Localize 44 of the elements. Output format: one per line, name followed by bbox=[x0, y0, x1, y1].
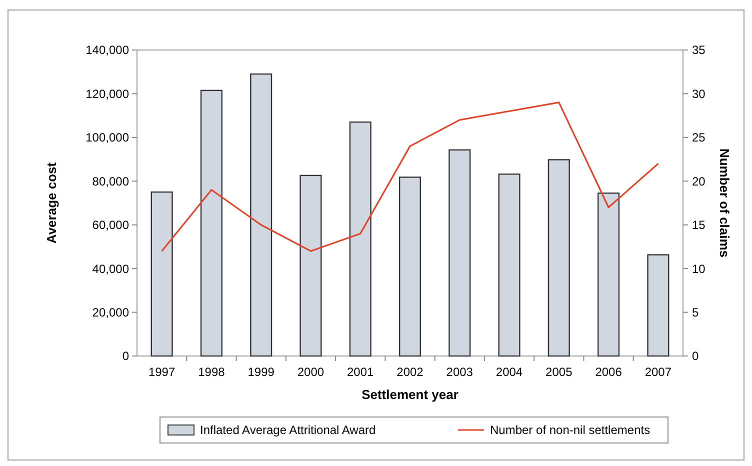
x-tick-label: 2006 bbox=[595, 365, 622, 379]
x-axis-title: Settlement year bbox=[362, 387, 458, 402]
y-tick-label: 0 bbox=[122, 349, 130, 364]
bar bbox=[398, 176, 422, 357]
x-tick-label: 2007 bbox=[644, 365, 672, 379]
bar bbox=[548, 159, 570, 357]
y2-tick-label: 35 bbox=[692, 43, 706, 58]
y2-tick-label: 5 bbox=[692, 305, 699, 320]
bar bbox=[150, 191, 173, 357]
bar bbox=[349, 122, 372, 357]
x-tick-label: 1997 bbox=[148, 365, 176, 379]
x-tick-label: 2004 bbox=[496, 365, 523, 379]
y-tick-label: 80,000 bbox=[92, 174, 130, 188]
x-tick-label: 2000 bbox=[297, 365, 324, 379]
y2-tick-label: 20 bbox=[692, 174, 706, 188]
y-tick-label: 60,000 bbox=[92, 218, 130, 232]
line-series bbox=[161, 102, 659, 252]
bar bbox=[300, 174, 322, 357]
bar bbox=[448, 149, 471, 357]
y2-tick-label: 25 bbox=[692, 130, 706, 145]
y2-tick-label: 0 bbox=[692, 349, 699, 364]
x-tick-label: 2002 bbox=[396, 365, 424, 379]
y2-tick-label: 30 bbox=[692, 86, 706, 101]
y-tick-label: 40,000 bbox=[92, 262, 130, 276]
bar bbox=[647, 254, 670, 357]
x-tick-label: 2003 bbox=[446, 365, 474, 379]
bar bbox=[250, 73, 272, 357]
x-tick-label: 2001 bbox=[347, 365, 374, 379]
legend-label: Inflated Average Attritional Award bbox=[200, 423, 376, 438]
bar bbox=[498, 174, 520, 357]
y2-tick-label: 10 bbox=[692, 262, 706, 276]
y-tick-label: 20,000 bbox=[92, 305, 130, 320]
x-tick-label: 1998 bbox=[198, 365, 226, 379]
bar bbox=[200, 90, 222, 357]
y-tick-label: 100,000 bbox=[86, 130, 130, 145]
legend-label: Number of non-nil settlements bbox=[490, 423, 650, 438]
bar bbox=[598, 192, 620, 357]
y2-tick-label: 15 bbox=[692, 218, 706, 232]
y-tick-label: 120,000 bbox=[86, 86, 130, 101]
x-tick-label: 2005 bbox=[546, 365, 573, 379]
x-tick-label: 1999 bbox=[248, 365, 275, 379]
y-axis-title: Average cost bbox=[44, 162, 59, 244]
y-tick-label: 140,000 bbox=[86, 43, 130, 58]
y2-axis-title: Number of claims bbox=[717, 148, 732, 258]
